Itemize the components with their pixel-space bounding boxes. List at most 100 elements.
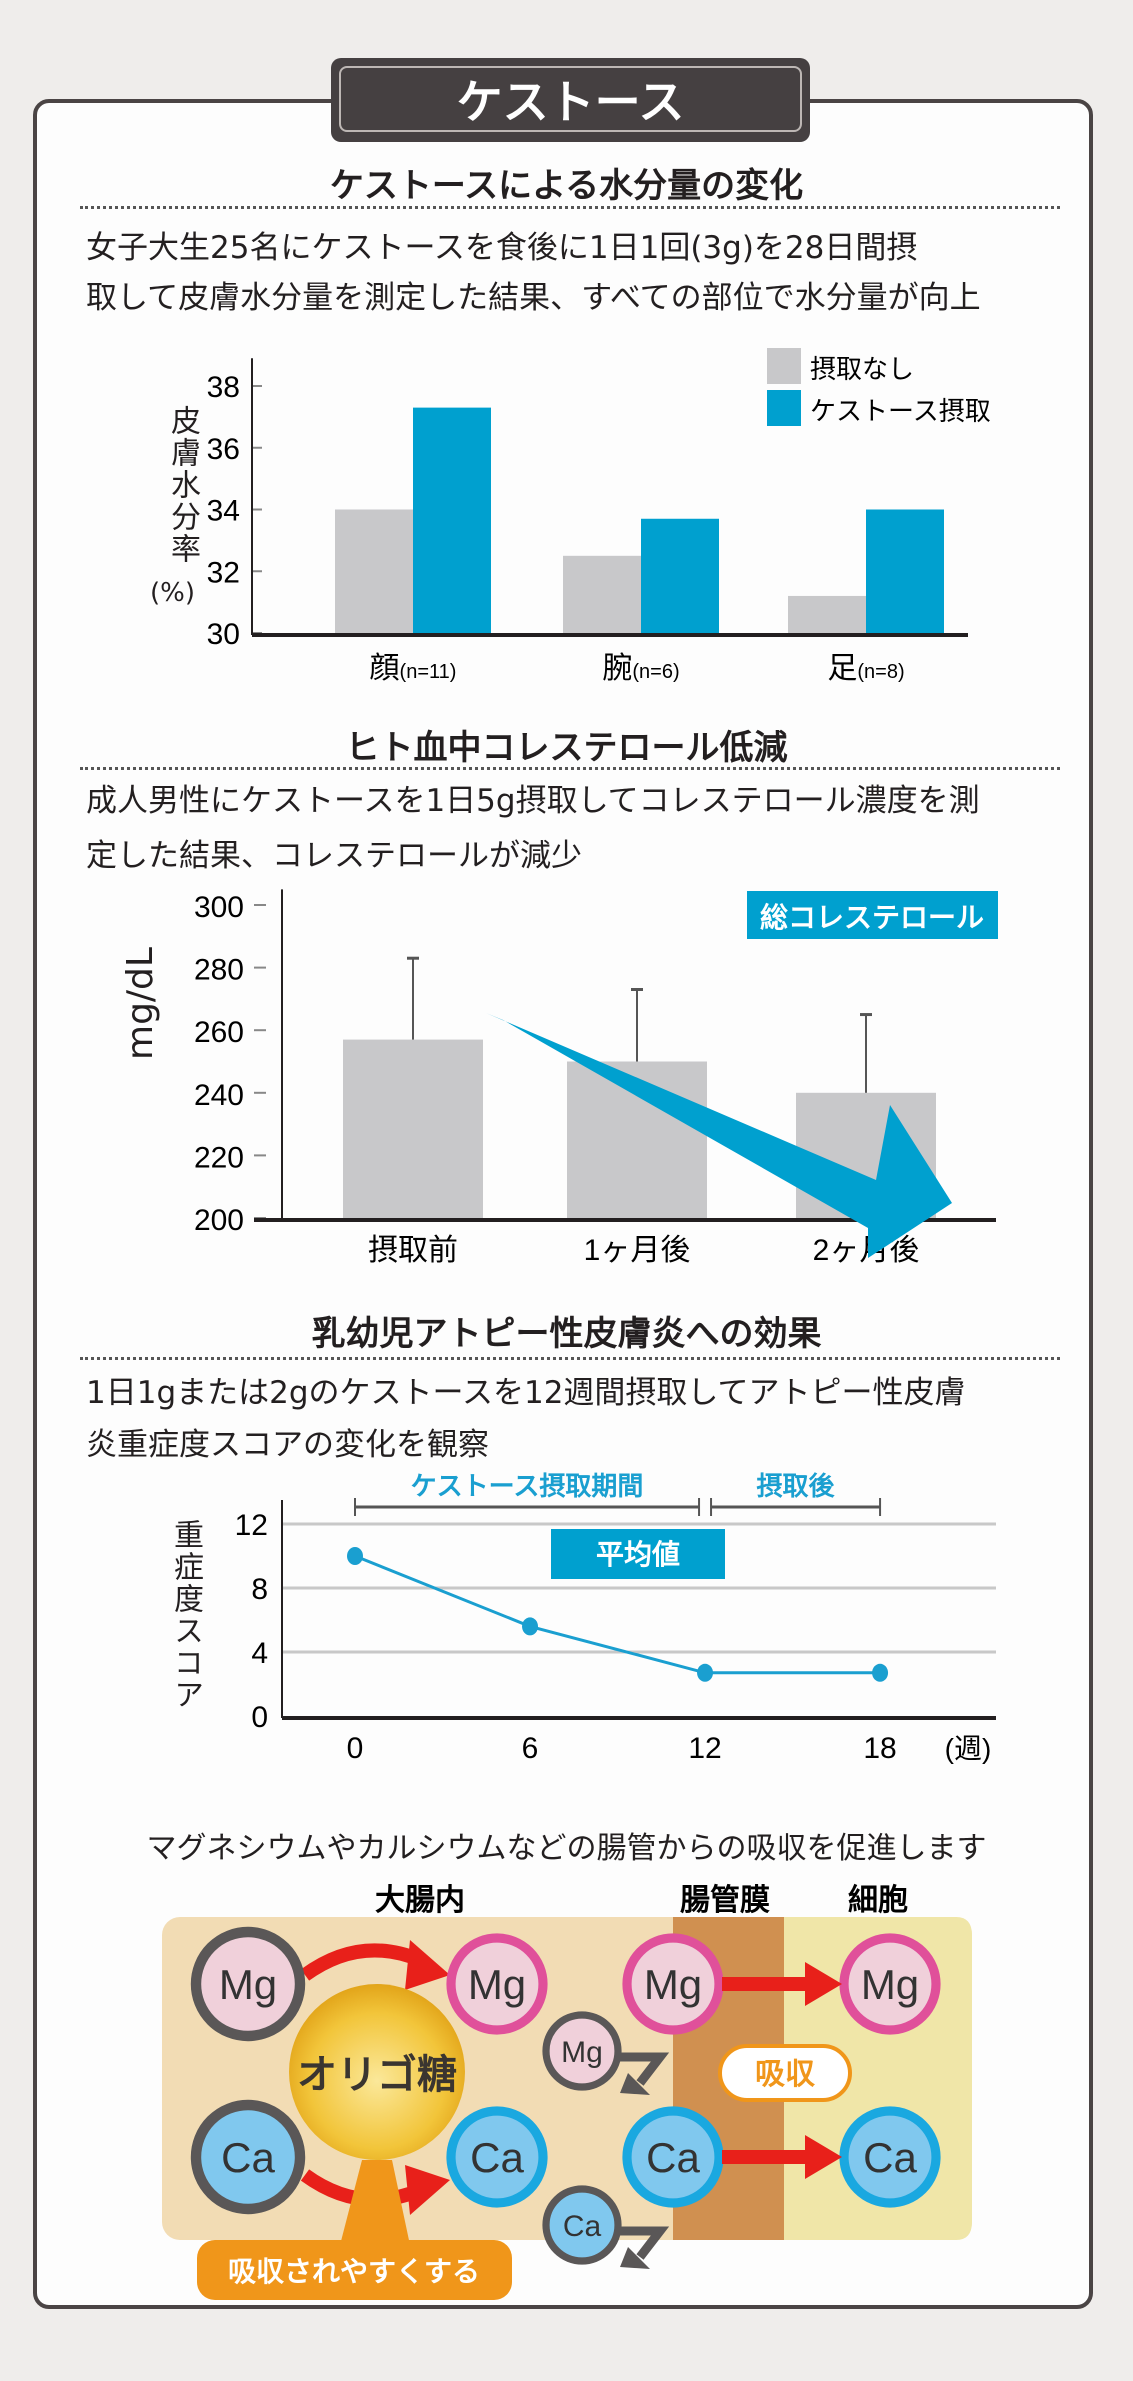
- mg-ion-cell-label: Mg: [861, 1961, 919, 2008]
- y-tick-label: 220: [194, 1141, 244, 1174]
- series-line: [354, 1554, 881, 1675]
- legend-label: ケストース摂取: [810, 396, 991, 426]
- x-tick-label: 2ヶ月後: [813, 1234, 920, 1267]
- mg-ion-free: [446, 1933, 548, 2035]
- x-tick-label: 18: [863, 1732, 896, 1765]
- legend-label: 摂取なし: [810, 354, 914, 384]
- y-tick-label: 240: [194, 1079, 244, 1112]
- mg-ion-blocked: [542, 2011, 622, 2091]
- ca-ion-free: [446, 2106, 548, 2208]
- absorb-badge: [718, 2044, 852, 2102]
- section-text: 女子大生25名にケストースを食後に1日1回(3g)を28日間摂: [86, 230, 918, 266]
- title-tab: ケストース: [331, 58, 810, 142]
- data-point: [697, 1663, 714, 1682]
- arrow-mg: [300, 1943, 423, 1981]
- divider: [80, 206, 1060, 209]
- annotation-label: 総コレステロール: [760, 901, 984, 933]
- mg-ion-membrane-label: Mg: [644, 1961, 702, 2008]
- zone-label-membrane: 腸管膜: [680, 1884, 770, 1917]
- oligosaccharide: [289, 1984, 465, 2160]
- x-tick-label: 顔(n=11): [370, 652, 457, 685]
- data-point: [347, 1547, 363, 1565]
- y-tick-label: 300: [194, 891, 244, 924]
- section-heading-cholesterol: ヒト血中コレステロール低減: [345, 728, 788, 768]
- period-label: 摂取後: [757, 1471, 836, 1501]
- zone-label-colon: 大腸内: [375, 1884, 465, 1917]
- y-tick-label: 12: [235, 1509, 268, 1542]
- blocked-arrow-head: [620, 2073, 650, 2095]
- annotation-box: [747, 891, 998, 939]
- section-text: 1日1gまたは2gのケストースを12週間摂取してアトピー性皮膚: [86, 1375, 966, 1411]
- ca-ion-membrane-label: Ca: [646, 2134, 700, 2181]
- ca-ion-blocked-label: Ca: [563, 2210, 602, 2243]
- y-tick-label: 8: [251, 1573, 268, 1606]
- absorb-label: 吸収: [755, 2058, 816, 2091]
- blocked-arrow: [620, 2226, 670, 2260]
- zone-label-cell: 細胞: [848, 1884, 908, 1917]
- easier-absorb-badge: [197, 2240, 512, 2300]
- section-text: 成人男性にケストースを1日5g摂取してコレステロール濃度を測: [86, 783, 980, 819]
- y-tick-label: 260: [194, 1016, 244, 1049]
- mg-ion-membrane: [622, 1933, 724, 2035]
- divider: [80, 1357, 1060, 1360]
- data-point: [872, 1663, 889, 1682]
- x-tick-label: 12: [688, 1732, 721, 1765]
- legend-swatch: [767, 348, 801, 384]
- y-tick-label: 30: [207, 618, 240, 651]
- category-label: 足: [827, 652, 857, 685]
- x-tick-label: 腕(n=6): [602, 652, 679, 685]
- bar-kestose: [641, 518, 719, 633]
- easier-absorb-label: 吸収されやすくする: [228, 2256, 480, 2287]
- ca-ion-bound: [190, 2099, 306, 2215]
- x-axis-unit: (週): [945, 1733, 992, 1764]
- section-heading-moisture: ケストースによる水分量の変化: [329, 166, 804, 206]
- ca-ion-bound-label: Ca: [221, 2134, 275, 2181]
- annotation-box: [551, 1529, 725, 1579]
- bar-none: [788, 595, 866, 633]
- section-heading-atopy: 乳幼児アトピー性皮膚炎への効果: [311, 1314, 822, 1354]
- bar-kestose: [413, 407, 491, 633]
- ca-ion-membrane: [622, 2106, 724, 2208]
- mg-ion-free-label: Mg: [468, 1961, 526, 2008]
- legend-swatch: [767, 390, 801, 426]
- data-point: [522, 1617, 539, 1636]
- y-tick-label: 4: [251, 1637, 268, 1670]
- pointer: [340, 2160, 410, 2245]
- y-tick-label: 32: [207, 556, 240, 589]
- ca-ion-cell: [839, 2106, 941, 2208]
- blocked-arrow-head: [620, 2247, 650, 2269]
- page-title: ケストース: [339, 66, 802, 132]
- y-axis-label: 皮膚水分率: [165, 405, 200, 565]
- y-tick-label: 34: [207, 495, 240, 528]
- bar-none: [335, 509, 413, 633]
- y-tick-label: 0: [251, 1701, 268, 1734]
- arrow-head: [405, 1940, 450, 1990]
- x-tick-label: 6: [522, 1732, 539, 1765]
- category-note: (n=11): [400, 661, 457, 683]
- mg-ion-bound: [190, 1926, 306, 2042]
- y-axis-unit: (%): [150, 578, 195, 608]
- category-note: (n=8): [857, 661, 904, 683]
- section-text: 炎重症度スコアの変化を観察: [86, 1427, 489, 1463]
- x-tick-label: 足(n=8): [827, 652, 904, 685]
- bar-kestose: [866, 509, 944, 633]
- category-label: 腕: [602, 652, 632, 685]
- absorb-arrow-head: [805, 2135, 842, 2179]
- section-text: 定した結果、コレステロールが減少: [86, 838, 582, 874]
- y-tick-label: 38: [207, 371, 240, 404]
- category-note: (n=6): [632, 661, 679, 683]
- y-tick-label: 36: [207, 433, 240, 466]
- y-tick-label: 200: [194, 1204, 244, 1237]
- arrow-head: [405, 2165, 450, 2215]
- annotation-label: 平均値: [596, 1539, 680, 1570]
- mg-ion-cell: [839, 1933, 941, 2035]
- ca-ion-cell-label: Ca: [863, 2134, 917, 2181]
- bar-none: [563, 555, 641, 633]
- period-label: ケストース摂取期間: [411, 1471, 644, 1501]
- mg-ion-blocked-label: Mg: [561, 2036, 603, 2069]
- mg-ion-bound-label: Mg: [219, 1961, 277, 2008]
- trend-arrow: [486, 1013, 952, 1258]
- bar: [343, 1039, 483, 1218]
